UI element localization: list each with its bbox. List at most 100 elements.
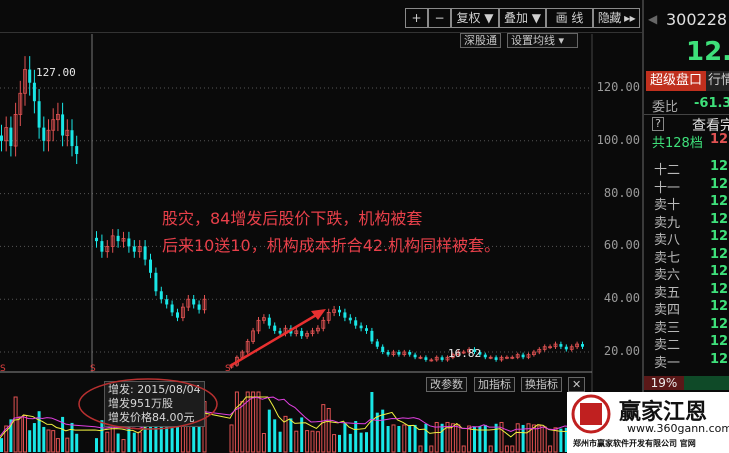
order-price: 12. [710,264,729,279]
candle-body [473,349,476,352]
order-book-row: 卖十 12. [654,194,729,213]
candle-body [581,344,584,347]
add-indicator-button[interactable]: 加指标 [474,377,515,392]
candle-body [192,299,196,305]
candle-body [370,330,374,342]
candle-body [532,351,536,356]
volume-bar [559,428,563,452]
close-indicator-button[interactable]: ✕ [568,377,586,392]
set-ma-button[interactable]: 设置均线 ▾ [507,33,578,48]
candle-body [256,319,261,332]
volume-bar [132,432,136,452]
candle-body [137,245,142,253]
candle-body [445,356,450,361]
candle-body [359,325,363,329]
candle-body [440,357,444,360]
order-price: 12. [710,194,729,209]
volume-bar [461,445,466,453]
draw-line-button[interactable]: 画 线 [546,8,593,28]
candle-body [386,352,390,355]
volume-bar [553,427,558,453]
modify-params-button[interactable]: 改参数 [426,377,467,392]
volume-bar [4,425,9,453]
volume-bar [159,418,163,452]
volume-bar [149,409,152,452]
candle-body [261,317,266,321]
candle-body [61,114,65,136]
volume-bar [42,426,46,452]
volume-bar [315,431,320,453]
volume-bar [0,438,3,452]
weibi-label: 委比 [652,100,679,115]
volume-bar [338,434,341,452]
volume-bar [370,392,374,452]
order-level-label: 卖八 [654,233,681,248]
volume-bar [289,418,293,452]
order-price: 12. [710,229,729,244]
volume-bar [397,426,401,452]
volume-bar [192,426,196,452]
candle-body [510,356,515,359]
candle-body [100,241,104,252]
order-level-label: 卖十 [654,198,681,213]
volume-bar [137,431,142,453]
candle-body [197,304,201,310]
candle-body [456,351,461,356]
volume-bar [55,438,60,453]
candle-body [9,127,13,147]
shengutong-button[interactable]: 深股通 [460,33,501,48]
candle-body [332,309,337,313]
logo-company: 郑州市赢家软件开发有限公司 官网 [573,439,696,448]
candle-body [418,356,423,359]
volume-bar [229,424,234,453]
tab-super-book[interactable]: 超级盘口 [646,71,706,91]
help-button[interactable]: ? [652,117,664,131]
fuquan-dropdown[interactable]: 复权 ▼ [451,8,499,28]
candle-body [343,312,347,318]
candle-body [499,356,504,361]
issuance-tooltip: 增发: 2015/08/04 增发951万股 增发价格84.00元 [104,381,205,427]
volume-bar [483,424,487,452]
volume-bar [283,415,288,453]
change-indicator-button[interactable]: 换指标 [521,377,562,392]
candle-body [56,114,60,121]
price-axis-label: 60.00 [603,238,640,253]
order-price: 12. [710,281,729,297]
volume-bar [456,424,461,453]
order-book-row: 十一 12. [654,177,729,196]
volume-bar [488,445,493,453]
collapse-arrow-icon[interactable]: ◀ [648,12,658,26]
volume-bar [100,420,104,452]
candle-body [294,330,299,334]
candle-body [553,343,558,348]
candle-body [354,320,358,326]
volume-bar [28,430,32,452]
volume-bar [413,424,417,452]
volume-bar [548,445,553,453]
candle-body [391,351,396,356]
order-price: 12. [710,316,729,332]
candle-body [70,130,74,147]
view-all-link[interactable]: 查看完 [692,118,729,134]
volume-ma-line [0,396,582,437]
overlay-dropdown[interactable]: 叠加 ▼ [499,8,546,28]
volume-bar [429,445,434,453]
hide-button[interactable]: 隐藏 ▸▸ [593,8,640,28]
candle-body [116,235,120,242]
candle-body [413,354,417,358]
volume-bar [46,429,51,453]
zoom-in-button[interactable]: + [405,8,428,28]
order-book-row: 卖九 12. [654,212,729,231]
candle-body [51,119,56,131]
order-book-row: 卖五 12. [654,281,729,301]
zoom-out-button[interactable]: − [428,8,451,28]
tab-quote[interactable]: 行情 [706,71,729,91]
volume-bar [23,414,27,453]
candle-body [159,291,163,300]
volume-bar [170,414,174,452]
event-marker: S [90,364,96,374]
chart-toolbar: + − 复权 ▼ 叠加 ▼ 画 线 隐藏 ▸▸ [0,0,642,33]
volume-bar [273,419,277,452]
volume-bar [127,426,131,452]
